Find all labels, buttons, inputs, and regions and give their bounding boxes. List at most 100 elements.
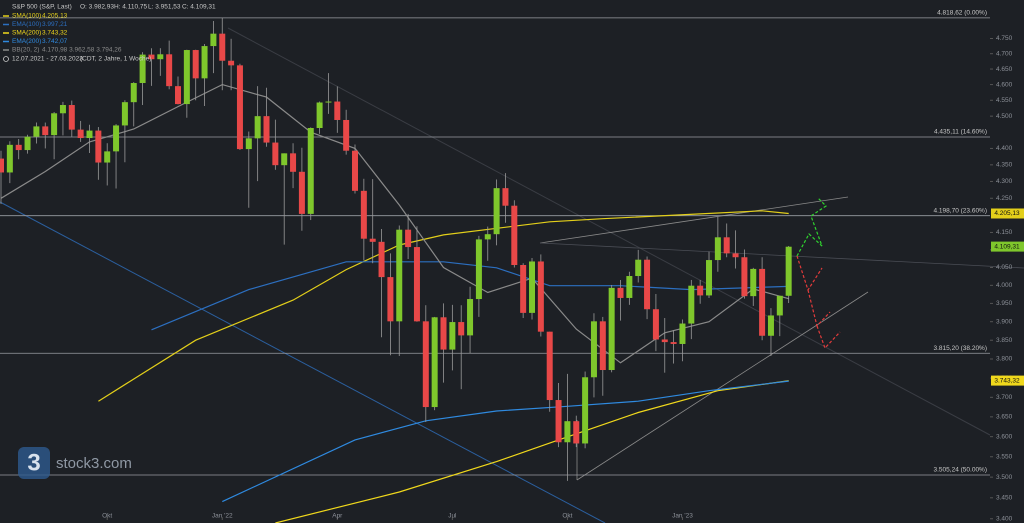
candle-body <box>670 342 677 344</box>
candle-body <box>652 309 659 340</box>
candle-body <box>228 60 235 66</box>
legend-name: EMA(100) <box>12 21 41 28</box>
candle-body <box>219 33 226 61</box>
y-tick-label: 3.400 <box>996 515 1013 522</box>
candle-body <box>440 317 447 350</box>
indicator-line <box>151 261 789 331</box>
period-icon <box>3 56 9 62</box>
price-tag-label: 3.743,32 <box>994 377 1020 384</box>
red-arrow-path <box>816 325 841 350</box>
y-tick-label: 4.350 <box>996 162 1013 169</box>
trend-line <box>539 196 849 244</box>
legend-name: BB(20, 2) <box>12 47 39 54</box>
candle-body <box>785 246 792 296</box>
candle-body <box>77 129 84 139</box>
candle-body <box>95 130 102 163</box>
price-tag-label: 4.205,13 <box>994 210 1020 217</box>
trend-line <box>0 201 606 523</box>
candle-body <box>413 247 420 322</box>
candle-body <box>290 153 297 172</box>
y-tick-label: 4.000 <box>996 282 1013 289</box>
candle-body <box>15 144 22 151</box>
candle-body <box>59 105 66 114</box>
candle-body <box>679 323 686 344</box>
indicator-line <box>98 210 789 402</box>
candle-body <box>130 83 137 103</box>
candle-body <box>210 33 217 47</box>
green-arrow-path <box>796 197 827 257</box>
candle-body <box>343 119 350 151</box>
candle-body <box>183 50 190 105</box>
legend-value: 4.205,13 <box>42 13 68 20</box>
candle-body <box>759 268 766 336</box>
axes: 3.4003.4503.5003.5503.6003.6503.7003.750… <box>102 35 1024 522</box>
candle-body <box>661 339 668 343</box>
level-label: 4.818,62 (0.00%) <box>937 10 987 17</box>
price-tag <box>991 375 1024 386</box>
y-tick-label: 3.600 <box>996 433 1013 440</box>
level-label: 4.435,11 (14.60%) <box>934 129 987 136</box>
candle-body <box>42 126 49 136</box>
y-tick-label: 3.950 <box>996 300 1013 307</box>
candle-body <box>537 261 544 332</box>
candle-body <box>714 237 721 261</box>
x-tick-label: Okt <box>562 513 572 520</box>
candle-body <box>148 54 155 60</box>
candle-body <box>236 65 243 150</box>
logo-box <box>18 447 50 479</box>
candle-body <box>121 102 128 126</box>
candle-body <box>405 229 412 248</box>
candle-body <box>0 158 4 173</box>
candle-body <box>776 295 783 316</box>
candle-body <box>493 188 500 235</box>
trend-line <box>539 242 1024 269</box>
candle-body <box>422 321 429 408</box>
candle-body <box>104 151 111 163</box>
y-tick-label: 4.500 <box>996 113 1013 120</box>
candle-body <box>564 421 571 443</box>
indicator-line <box>222 380 789 503</box>
candle-body <box>529 261 536 313</box>
y-tick-label: 3.650 <box>996 414 1013 421</box>
x-tick-label: Jul <box>448 513 457 520</box>
legend: S&P 500 (S&P, Last) O: 3.982,93 H: 4.110,7… <box>3 4 216 63</box>
candle-body <box>635 259 642 277</box>
legend-value: 3.743,32 <box>42 30 68 37</box>
candle-body <box>555 400 562 443</box>
watermark-text: stock3.com <box>56 455 132 472</box>
trend-line <box>227 27 991 436</box>
level-label: 3.505,24 (50.00%) <box>934 467 987 474</box>
candle-body <box>378 241 385 278</box>
price-tag-label: 4.109,31 <box>994 243 1020 250</box>
candle-body <box>750 268 757 297</box>
candles <box>0 18 792 481</box>
candle-body <box>590 321 597 378</box>
x-tick-label: Jan '23 <box>672 513 693 520</box>
y-tick-label: 4.050 <box>996 264 1013 271</box>
candle-body <box>431 317 438 408</box>
candle-body <box>298 171 305 214</box>
legend-name: EMA(200) <box>12 38 41 45</box>
candle-body <box>263 116 270 143</box>
y-tick-label: 4.250 <box>996 195 1013 202</box>
candle-body <box>608 287 615 371</box>
logo-text: 3 <box>27 449 40 476</box>
candle-body <box>360 190 367 239</box>
candle-body <box>467 299 474 336</box>
y-tick-label: 4.550 <box>996 97 1013 104</box>
candle-body <box>139 54 146 84</box>
candle-body <box>369 238 376 242</box>
candle-body <box>6 144 13 173</box>
y-tick-label: 3.450 <box>996 495 1013 502</box>
candle-body <box>24 136 31 151</box>
candle-body <box>325 101 332 103</box>
price-tag <box>991 208 1024 219</box>
y-tick-label: 4.400 <box>996 145 1013 152</box>
fib-levels: 4.818,62 (0.00%) 4.435,11 (14.60%) 4.198,7… <box>0 10 990 476</box>
candle-body <box>706 260 713 296</box>
candle-body <box>723 237 730 254</box>
y-tick-label: 4.750 <box>996 35 1013 42</box>
y-tick-label: 4.650 <box>996 66 1013 73</box>
